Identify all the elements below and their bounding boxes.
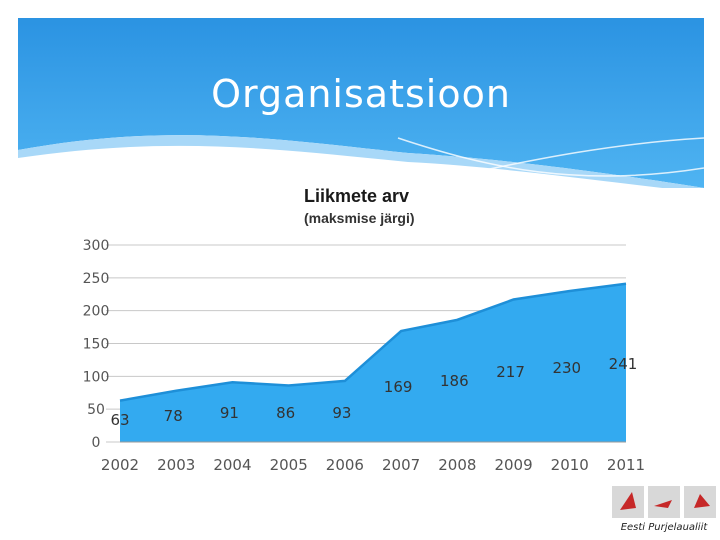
slide-title: Organisatsioon (211, 72, 511, 116)
x-tick-label: 2002 (101, 456, 139, 474)
chart-title: Liikmete arv (304, 186, 410, 206)
x-tick-label: 2007 (382, 456, 420, 474)
org-logo: Eesti Purjelaualiit (610, 486, 718, 540)
series-line (119, 282, 627, 402)
sail-icon (654, 500, 672, 508)
sail-icon (620, 492, 636, 510)
x-tick-label: 2008 (438, 456, 476, 474)
x-tick-label: 2003 (157, 456, 195, 474)
logo-tile-1 (612, 486, 644, 518)
y-tick-label: 100 (83, 369, 110, 385)
header-background (18, 18, 704, 188)
data-label: 93 (332, 404, 351, 422)
data-label: 169 (384, 378, 413, 396)
data-label: 241 (609, 355, 638, 373)
y-tick-label: 150 (83, 337, 110, 353)
data-label: 78 (164, 407, 183, 425)
logo-tile-3 (684, 486, 716, 518)
y-tick-label: 250 (83, 271, 110, 287)
sail-icon (694, 494, 710, 508)
y-tick-label: 300 (83, 238, 110, 254)
data-label: 217 (496, 363, 525, 381)
slide-header: Organisatsioon (18, 18, 704, 188)
members-area-chart: 0 50 100 150 200 250 300 2002 2003 2004 2005 2006 20… (83, 238, 645, 474)
data-label: 91 (220, 404, 239, 422)
y-tick-label: 50 (87, 402, 105, 418)
y-tick-label: 200 (83, 304, 110, 320)
logo-tile-2 (648, 486, 680, 518)
x-tick-label: 2011 (607, 456, 645, 474)
data-label: 230 (552, 359, 581, 377)
x-tick-label: 2009 (494, 456, 532, 474)
x-tick-label: 2004 (213, 456, 251, 474)
series-area (120, 283, 626, 442)
data-label: 86 (276, 404, 295, 422)
data-label: 186 (440, 372, 469, 390)
x-tick-label: 2010 (551, 456, 589, 474)
chart-subtitle: (maksmise järgi) (304, 210, 415, 226)
x-tick-label: 2005 (270, 456, 308, 474)
data-label: 63 (110, 411, 129, 429)
x-tick-label: 2006 (326, 456, 364, 474)
y-tick-label: 0 (92, 435, 101, 451)
logo-text: Eesti Purjelaualiit (620, 522, 708, 533)
